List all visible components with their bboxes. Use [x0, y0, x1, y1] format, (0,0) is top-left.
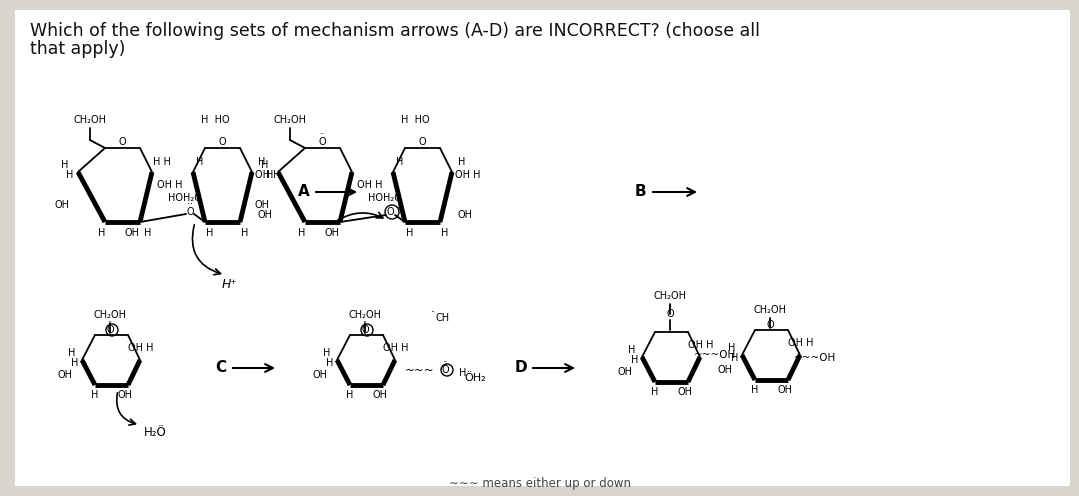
Text: O: O — [106, 325, 113, 335]
Text: OH: OH — [255, 200, 270, 210]
Text: H: H — [407, 228, 413, 238]
Text: O: O — [218, 137, 226, 147]
Text: CH: CH — [435, 313, 449, 323]
Text: H: H — [68, 348, 76, 358]
Text: O: O — [386, 207, 394, 217]
Text: CH₂OH: CH₂OH — [753, 305, 787, 315]
Text: H  HO: H HO — [400, 115, 429, 125]
Text: H: H — [258, 157, 265, 167]
Text: CH₂OH: CH₂OH — [654, 291, 686, 301]
Text: O: O — [766, 320, 774, 330]
Text: H: H — [728, 343, 736, 353]
Text: H: H — [98, 228, 106, 238]
Text: ~~~OH: ~~~OH — [694, 350, 736, 360]
Text: ÖH₂: ÖH₂ — [464, 373, 486, 383]
Text: O: O — [187, 207, 194, 217]
Text: OH: OH — [718, 365, 733, 375]
Text: OH H: OH H — [158, 180, 182, 190]
Text: O: O — [318, 137, 326, 147]
Text: H: H — [396, 157, 404, 167]
Text: CH₂OH: CH₂OH — [94, 310, 126, 320]
Text: H⁺: H⁺ — [222, 278, 238, 292]
Text: H H: H H — [153, 157, 170, 167]
Text: HOH₂C: HOH₂C — [368, 193, 401, 203]
Text: ·: · — [431, 307, 435, 319]
Text: OH H: OH H — [688, 340, 713, 350]
Text: H: H — [460, 368, 467, 378]
Text: H: H — [652, 387, 658, 397]
Text: O: O — [419, 137, 426, 147]
Text: OH: OH — [124, 228, 139, 238]
Text: H: H — [459, 157, 466, 167]
Text: H: H — [66, 170, 73, 180]
Text: O: O — [119, 137, 126, 147]
Text: OH H: OH H — [383, 343, 409, 353]
Text: ∼∼∼ means either up or down: ∼∼∼ means either up or down — [449, 477, 631, 490]
Text: H: H — [206, 228, 214, 238]
Text: H: H — [267, 170, 274, 180]
Text: +: + — [395, 203, 401, 212]
Text: OH: OH — [325, 228, 340, 238]
Text: ··: ·· — [442, 359, 448, 368]
Text: H: H — [298, 228, 305, 238]
Text: H: H — [145, 228, 152, 238]
Text: OH: OH — [678, 387, 693, 397]
Text: OH: OH — [258, 210, 273, 220]
Text: O: O — [441, 365, 449, 375]
Text: OH: OH — [617, 367, 632, 377]
Text: H: H — [324, 348, 330, 358]
Text: ~~~OH: ~~~OH — [794, 353, 836, 363]
Text: CH₂OH: CH₂OH — [273, 115, 306, 125]
Text: H: H — [326, 358, 333, 368]
Text: C: C — [215, 361, 227, 375]
Text: H: H — [732, 353, 739, 363]
Text: H: H — [62, 160, 69, 170]
Text: OH H: OH H — [788, 338, 814, 348]
Text: OH: OH — [118, 390, 133, 400]
Text: OH: OH — [57, 370, 72, 380]
Text: H: H — [71, 358, 79, 368]
Text: Which of the following sets of mechanism arrows (A-D) are INCORRECT? (choose all: Which of the following sets of mechanism… — [30, 22, 760, 40]
Text: D: D — [515, 361, 528, 375]
Text: OH: OH — [457, 210, 473, 220]
Text: OH H: OH H — [128, 343, 153, 353]
Text: H  HO: H HO — [201, 115, 230, 125]
Text: H: H — [628, 345, 636, 355]
Text: OH: OH — [313, 370, 328, 380]
Text: H: H — [346, 390, 354, 400]
Text: H: H — [92, 390, 98, 400]
Text: ··: ·· — [187, 199, 193, 209]
Text: H: H — [751, 385, 759, 395]
Text: H: H — [631, 355, 639, 365]
Text: H₂Ö: H₂Ö — [144, 426, 166, 438]
Text: OH: OH — [372, 390, 387, 400]
Text: CH₂OH: CH₂OH — [349, 310, 382, 320]
Text: ··: ·· — [363, 318, 368, 327]
Text: ··: ·· — [108, 318, 112, 327]
Text: B: B — [636, 185, 646, 199]
Text: HOH₂C: HOH₂C — [168, 193, 201, 203]
Text: OH: OH — [778, 385, 792, 395]
Text: OH H: OH H — [357, 180, 382, 190]
Text: H: H — [261, 160, 269, 170]
Text: OH: OH — [55, 200, 69, 210]
Text: CH₂OH: CH₂OH — [73, 115, 107, 125]
Text: H: H — [242, 228, 248, 238]
Text: O: O — [361, 325, 369, 335]
Text: O: O — [666, 309, 673, 319]
Text: H: H — [196, 157, 204, 167]
Text: ··: ·· — [319, 130, 325, 139]
Text: OH H: OH H — [455, 170, 480, 180]
Text: that apply): that apply) — [30, 40, 125, 58]
Text: A: A — [298, 185, 310, 199]
Text: OH H: OH H — [255, 170, 281, 180]
Text: H: H — [441, 228, 449, 238]
Text: ~~~: ~~~ — [406, 364, 435, 376]
